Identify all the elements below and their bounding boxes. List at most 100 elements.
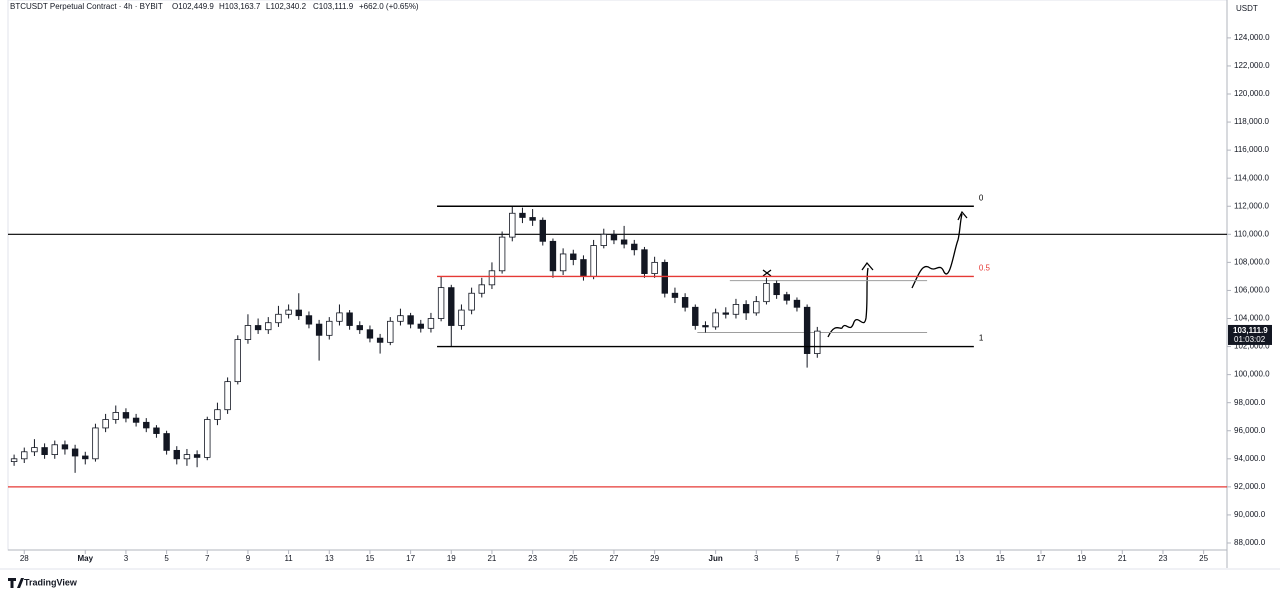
candle-body [376,337,384,343]
header-low: L102,340.2 [266,2,307,11]
candle-body [356,325,363,331]
candle [732,298,740,319]
candle-body [336,312,343,322]
candle [610,230,618,245]
candle-body [732,304,740,315]
candle [224,377,231,414]
candle-body [234,339,241,383]
candle [763,277,770,305]
candle-body [478,284,485,294]
candle-body [285,309,292,315]
hand-drawn-arrow [827,261,874,338]
candle-body [488,270,496,286]
x-tick-label: 3 [754,554,759,563]
candle [407,312,414,329]
candle [488,262,496,290]
candle [326,317,333,340]
currency-label: USDT [1236,4,1258,13]
x-tick-label: 9 [246,554,251,563]
candle-body [681,297,689,308]
y-tick-label: 92,000.0 [1234,482,1266,491]
candle-body [82,455,89,460]
y-tick-label: 116,000.0 [1234,145,1270,154]
candle [681,293,689,312]
candle-body [498,236,506,272]
candle [183,448,191,466]
candle [519,207,526,224]
candle-body [21,451,28,460]
candle-body [509,212,516,238]
candle [742,300,750,320]
candle-body [112,412,119,420]
x-tick-label: 11 [284,554,293,563]
x-tick-label: 5 [164,554,169,563]
candle [468,287,475,315]
candle [549,238,557,278]
candle-body [519,212,526,218]
x-tick-label: 7 [835,554,840,563]
candle [651,256,658,278]
x-tick-label: 7 [205,554,210,563]
candle-body [773,283,780,296]
candle-body [570,253,577,260]
candle [397,308,404,326]
candle-body [549,240,557,272]
candle-body [580,259,587,277]
x-tick-label: 21 [487,554,496,563]
y-tick-label: 94,000.0 [1234,454,1266,463]
header-change: +662.0 (+0.65%) [359,2,419,11]
candle [254,318,262,334]
candle [641,246,648,278]
candle [234,335,241,385]
logo-icon [8,578,24,588]
y-tick-label: 104,000.0 [1234,314,1270,323]
candle-body [590,245,597,277]
candle-body [712,312,719,328]
candle-body [315,323,323,336]
candle [702,321,709,333]
candle [753,296,760,316]
candle [631,239,638,256]
candle-body [204,419,211,458]
fib-label: 0.5 [979,264,991,273]
candle [793,297,801,312]
candle-body [61,444,69,450]
candle [244,314,252,344]
candle-body [783,294,790,301]
candle [559,248,567,275]
candle [722,307,729,319]
x-mark [762,269,772,277]
x-tick-label: 19 [447,554,456,563]
candle-body [31,447,38,453]
x-tick-label: 17 [1037,554,1046,563]
y-tick-label: 112,000.0 [1234,201,1270,210]
candle [305,311,313,329]
y-tick-label: 120,000.0 [1234,89,1270,98]
last-price-label: 103,111.9 [1233,326,1268,335]
candle [153,425,160,438]
candle [163,430,170,455]
candle-body [407,315,414,325]
candle-body [173,449,180,460]
candle-body [753,301,760,314]
x-tick-label: 27 [609,554,618,563]
candle [336,304,343,326]
candle [498,231,506,274]
x-tick-label: 23 [1159,554,1168,563]
candle-body [346,312,353,326]
candle [31,439,38,456]
candle-body [671,292,679,298]
candle-body [427,318,435,329]
candle-body [793,299,801,308]
x-tick-label: 13 [955,554,964,563]
x-tick-label: 21 [1118,554,1127,563]
candle-body [620,239,628,245]
x-tick-label: 28 [20,554,29,563]
x-tick-label: 13 [325,554,334,563]
candle-body [102,419,109,429]
header-high: H103,163.7 [219,2,261,11]
candle-body [610,233,618,241]
candle-body [763,283,770,303]
candle [193,450,201,468]
candle-body [265,322,272,331]
